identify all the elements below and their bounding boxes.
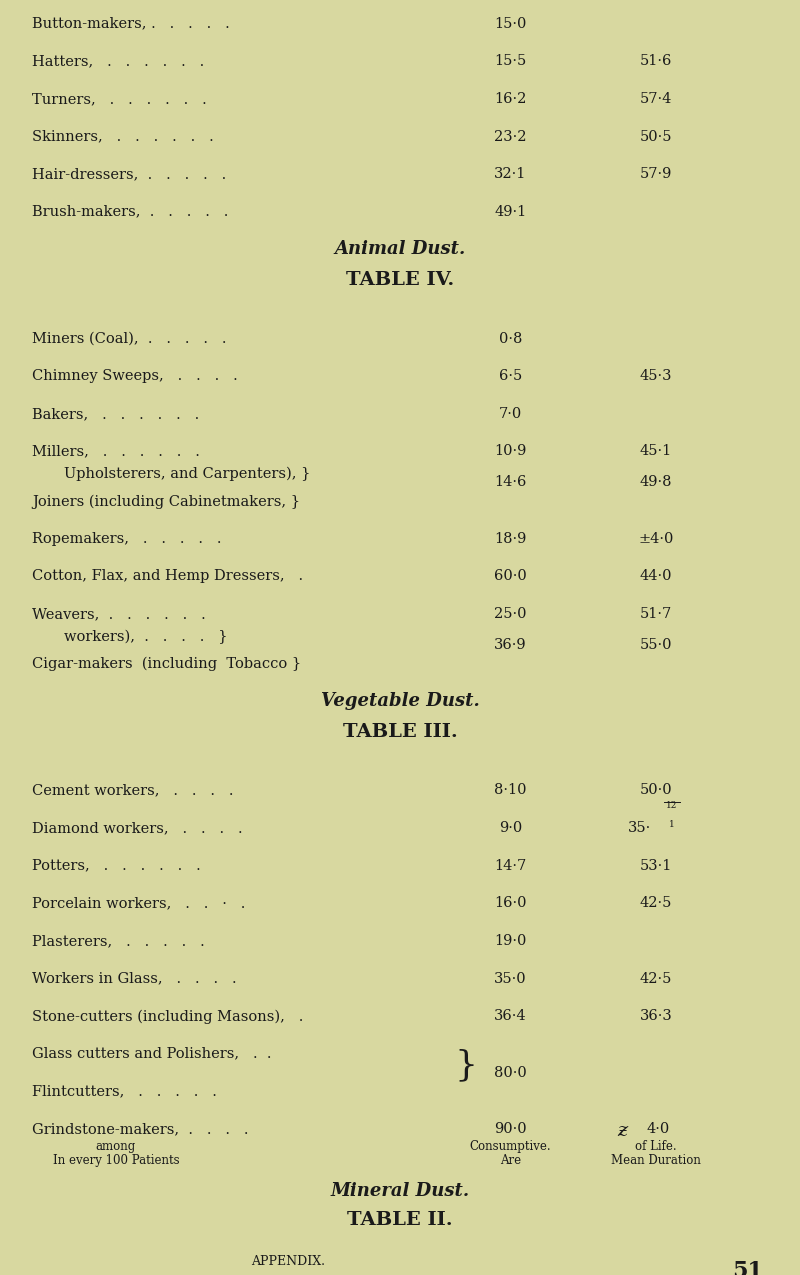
Text: 36·4: 36·4 bbox=[494, 1010, 526, 1023]
Text: 49·8: 49·8 bbox=[640, 476, 672, 490]
Text: 35·0: 35·0 bbox=[494, 972, 526, 986]
Text: Plasterers,   .   .   .   .   .: Plasterers, . . . . . bbox=[32, 933, 205, 947]
Text: Cotton, Flax, and Hemp Dressers,   .: Cotton, Flax, and Hemp Dressers, . bbox=[32, 570, 303, 584]
Text: 9·0: 9·0 bbox=[498, 821, 522, 835]
Text: Millers,   .   .   .   .   .   .: Millers, . . . . . . bbox=[32, 445, 200, 459]
Text: 4·0: 4·0 bbox=[646, 1122, 670, 1136]
Text: 80·0: 80·0 bbox=[494, 1066, 526, 1080]
Text: Porcelain workers,   .   .   ·   .: Porcelain workers, . . · . bbox=[32, 896, 246, 910]
Text: Skinners,   .   .   .   .   .   .: Skinners, . . . . . . bbox=[32, 130, 214, 144]
Text: Are: Are bbox=[500, 1154, 521, 1167]
Text: 1: 1 bbox=[669, 820, 675, 829]
Text: 50·0: 50·0 bbox=[640, 784, 672, 797]
Text: 8·10: 8·10 bbox=[494, 784, 526, 797]
Text: Miners (Coal),  .   .   .   .   .: Miners (Coal), . . . . . bbox=[32, 332, 226, 346]
Text: Flintcutters,   .   .   .   .   .: Flintcutters, . . . . . bbox=[32, 1084, 217, 1098]
Text: 14·6: 14·6 bbox=[494, 476, 526, 490]
Text: 25·0: 25·0 bbox=[494, 607, 526, 621]
Text: 53·1: 53·1 bbox=[640, 859, 672, 872]
Text: Grindstone-makers,  .   .   .   .: Grindstone-makers, . . . . bbox=[32, 1122, 249, 1136]
Text: 50·5: 50·5 bbox=[640, 130, 672, 144]
Text: 60·0: 60·0 bbox=[494, 570, 526, 584]
Text: In every 100 Patients: In every 100 Patients bbox=[53, 1154, 179, 1167]
Text: Turners,   .   .   .   .   .   .: Turners, . . . . . . bbox=[32, 92, 206, 106]
Text: ƶ: ƶ bbox=[618, 1122, 628, 1140]
Text: Vegetable Dust.: Vegetable Dust. bbox=[321, 692, 479, 710]
Text: Potters,   .   .   .   .   .   .: Potters, . . . . . . bbox=[32, 859, 201, 872]
Text: 44·0: 44·0 bbox=[640, 570, 672, 584]
Text: 57·9: 57·9 bbox=[640, 167, 672, 181]
Text: 35·: 35· bbox=[628, 821, 651, 835]
Text: Upholsterers, and Carpenters), }: Upholsterers, and Carpenters), } bbox=[64, 467, 310, 482]
Text: 49·1: 49·1 bbox=[494, 205, 526, 219]
Text: 14·7: 14·7 bbox=[494, 859, 526, 872]
Text: Mineral Dust.: Mineral Dust. bbox=[330, 1182, 470, 1200]
Text: Button-makers, .   .   .   .   .: Button-makers, . . . . . bbox=[32, 17, 230, 31]
Text: Cement workers,   .   .   .   .: Cement workers, . . . . bbox=[32, 784, 234, 797]
Text: 90·0: 90·0 bbox=[494, 1122, 526, 1136]
Text: Bakers,   .   .   .   .   .   .: Bakers, . . . . . . bbox=[32, 407, 199, 421]
Text: Ropemakers,   .   .   .   .   .: Ropemakers, . . . . . bbox=[32, 532, 222, 546]
Text: 42·5: 42·5 bbox=[640, 896, 672, 910]
Text: 12: 12 bbox=[666, 801, 678, 810]
Text: 45·3: 45·3 bbox=[640, 370, 672, 384]
Text: 19·0: 19·0 bbox=[494, 933, 526, 947]
Text: Consumptive.: Consumptive. bbox=[470, 1140, 551, 1153]
Text: 15·5: 15·5 bbox=[494, 55, 526, 69]
Text: 18·9: 18·9 bbox=[494, 532, 526, 546]
Text: TABLE IV.: TABLE IV. bbox=[346, 272, 454, 289]
Text: 42·5: 42·5 bbox=[640, 972, 672, 986]
Text: 10·9: 10·9 bbox=[494, 445, 526, 459]
Text: Diamond workers,   .   .   .   .: Diamond workers, . . . . bbox=[32, 821, 242, 835]
Text: Glass cutters and Polishers,   .  .: Glass cutters and Polishers, . . bbox=[32, 1047, 271, 1061]
Text: 7·0: 7·0 bbox=[498, 407, 522, 421]
Text: 6·5: 6·5 bbox=[498, 370, 522, 384]
Text: Brush-makers,  .   .   .   .   .: Brush-makers, . . . . . bbox=[32, 205, 228, 219]
Text: 55·0: 55·0 bbox=[640, 638, 672, 652]
Text: 32·1: 32·1 bbox=[494, 167, 526, 181]
Text: 16·2: 16·2 bbox=[494, 92, 526, 106]
Text: 51·6: 51·6 bbox=[640, 55, 672, 69]
Text: 0·8: 0·8 bbox=[498, 332, 522, 346]
Text: 51: 51 bbox=[733, 1260, 763, 1275]
Text: Hatters,   .   .   .   .   .   .: Hatters, . . . . . . bbox=[32, 55, 204, 69]
Text: 57·4: 57·4 bbox=[640, 92, 672, 106]
Text: workers),  .   .   .   .   }: workers), . . . . } bbox=[64, 630, 227, 644]
Text: TABLE II.: TABLE II. bbox=[347, 1211, 453, 1229]
Text: of Life.: of Life. bbox=[635, 1140, 677, 1153]
Text: Chimney Sweeps,   .   .   .   .: Chimney Sweeps, . . . . bbox=[32, 370, 238, 384]
Text: TABLE III.: TABLE III. bbox=[342, 723, 458, 741]
Text: 36·3: 36·3 bbox=[640, 1010, 672, 1023]
Text: APPENDIX.: APPENDIX. bbox=[251, 1255, 325, 1267]
Text: 45·1: 45·1 bbox=[640, 445, 672, 459]
Text: 15·0: 15·0 bbox=[494, 17, 526, 31]
Text: Hair-dressers,  .   .   .   .   .: Hair-dressers, . . . . . bbox=[32, 167, 226, 181]
Text: 51·7: 51·7 bbox=[640, 607, 672, 621]
Text: 16·0: 16·0 bbox=[494, 896, 526, 910]
Text: Stone-cutters (including Masons),   .: Stone-cutters (including Masons), . bbox=[32, 1010, 303, 1024]
Text: 36·9: 36·9 bbox=[494, 638, 526, 652]
Text: }: } bbox=[454, 1048, 478, 1082]
Text: Animal Dust.: Animal Dust. bbox=[334, 241, 466, 259]
Text: Joiners (including Cabinetmakers, }: Joiners (including Cabinetmakers, } bbox=[32, 495, 300, 509]
Text: Mean Duration: Mean Duration bbox=[611, 1154, 701, 1167]
Text: 23·2: 23·2 bbox=[494, 130, 526, 144]
Text: among: among bbox=[96, 1140, 136, 1153]
Text: ±4·0: ±4·0 bbox=[638, 532, 674, 546]
Text: Weavers,  .   .   .   .   .   .: Weavers, . . . . . . bbox=[32, 607, 206, 621]
Text: Workers in Glass,   .   .   .   .: Workers in Glass, . . . . bbox=[32, 972, 237, 986]
Text: Cigar-makers  (including  Tobacco }: Cigar-makers (including Tobacco } bbox=[32, 657, 301, 671]
